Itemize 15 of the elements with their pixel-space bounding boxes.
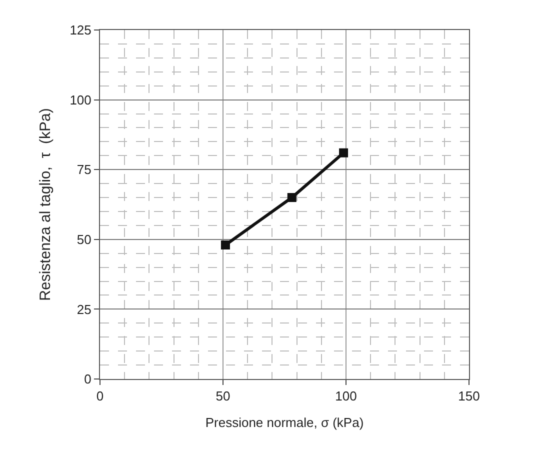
- point: [220, 240, 230, 250]
- y-tick-label: 100: [70, 92, 92, 108]
- point: [287, 193, 296, 202]
- y-tick-label: 50: [76, 232, 92, 247]
- x-tick-label: 50: [216, 388, 230, 404]
- x-axis-title: Pressione normale, σ (kPa): [205, 415, 364, 430]
- point: [339, 148, 348, 158]
- x-tick-label: 0: [96, 388, 104, 404]
- y-axis-title: Resistenza al taglio, τ (kPa): [36, 108, 54, 301]
- y-tick-label: 25: [76, 302, 92, 317]
- y-tick-label: 125: [70, 22, 92, 38]
- x-tick-label: 150: [458, 388, 480, 404]
- x-tick-label: 100: [335, 388, 357, 404]
- y-tick-label: 75: [76, 162, 92, 178]
- y-tick-label: 0: [84, 372, 92, 387]
